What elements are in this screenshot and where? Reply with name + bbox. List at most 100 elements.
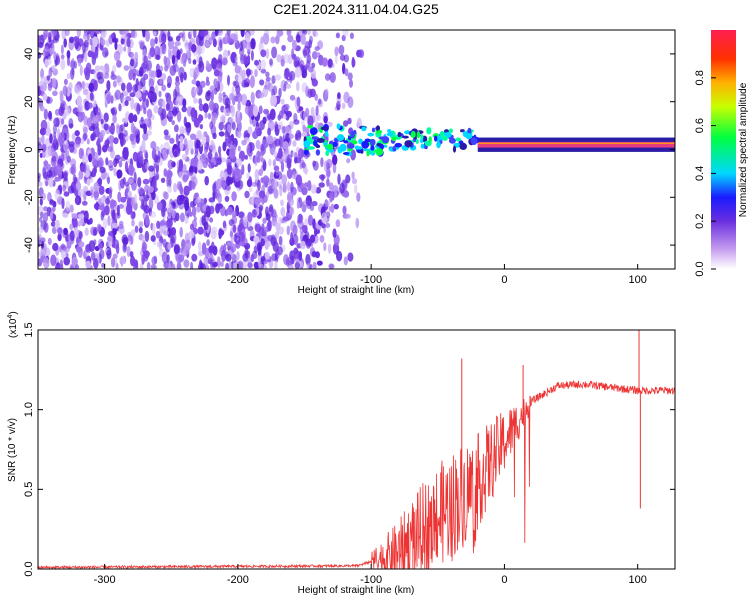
spectrogram-cell [280,98,285,105]
spectrogram-cell [246,144,251,156]
spectrogram-cell [323,160,328,172]
spectrogram-cell [219,39,223,49]
spectrogram-cell [216,178,223,190]
spectrogram-cell [235,235,241,245]
spectrogram-cell [312,160,319,171]
spectrogram-cell [288,133,294,139]
spectrogram-cell [156,201,163,211]
spectrogram-cell [205,60,210,68]
signal-blob [307,125,314,129]
spectrogram-cell [193,67,199,79]
spectrogram-cell [151,70,158,78]
spectrogram-cell [244,190,250,199]
spectrogram-cell [222,220,227,229]
spectrogram-cell [112,222,119,229]
spectrogram-cell [155,230,161,239]
spectrogram-cell [173,182,178,193]
signal-blob [347,148,353,152]
spectrogram-cell [63,227,68,236]
spectrogram-cell [247,256,252,265]
signal-blob [311,136,319,141]
spectrogram-cell [89,186,95,195]
spectrogram-cell [194,138,200,149]
spectrogram-cell [110,257,116,268]
signal-blob [362,148,369,152]
y-tick-label: -40 [23,237,35,253]
spectrogram-cell [47,83,53,92]
spectrogram-cell [318,182,325,188]
spectrogram-cell [205,76,210,83]
spectrogram-cell [332,228,337,238]
spectrogram-cell [287,181,290,192]
spectrogram-cell [267,219,272,232]
y-tick-label: 20 [23,96,35,108]
spectrogram-cell [245,68,251,77]
spectrogram-cell [39,152,43,158]
spectrogram-cell [231,121,236,131]
spectrogram-cell [93,239,97,246]
spectrogram-cell [184,215,189,224]
spectrogram-cell [153,31,157,37]
spectrogram-cell [66,50,71,59]
signal-blob [436,141,441,149]
colorbar-tick-label: 0.4 [694,166,706,181]
spectrogram-cell [144,230,150,242]
spectrogram-cell [203,197,208,205]
spectrogram-cell [109,199,116,209]
spectrogram-cell [166,148,170,155]
spectrogram-cell [124,153,129,161]
spectrogram-cell [278,110,284,119]
spectrogram-cell [334,191,338,199]
spectrogram-cell [318,98,322,105]
spectrogram-cell [73,36,80,42]
spectrogram-cell [130,97,135,110]
spectrogram-cell [279,184,283,197]
spectrogram-cell [78,170,84,180]
spectrogram-cell [142,178,150,185]
spectrogram-cell [292,39,297,50]
spectrogram-cell [67,185,75,194]
spectrogram-cell [283,182,287,193]
signal-blob [348,136,352,141]
spectrogram-cell [116,60,122,68]
spectrogram-cell [260,143,265,152]
spectrogram-cell [199,124,203,130]
signal-blob [375,148,384,156]
spectrogram-cell [69,204,74,213]
x-tick-label: -300 [94,574,116,586]
signal-blob [428,136,432,143]
spectrogram-cell [273,188,279,199]
spectrogram-cell [146,60,152,71]
spectrogram-cell [231,253,237,264]
spectrogram-cell [229,93,235,101]
spectrogram-cell [260,68,267,74]
spectrogram-cell [183,174,188,183]
spectrogram-cell [168,262,172,269]
spectrogram-cell [198,113,202,124]
spectrogram-cell [244,154,248,160]
spectrogram-cell [315,105,319,117]
spectrogram-cell [118,223,124,230]
signal-blob [347,143,355,149]
spectrogram-cell [128,51,134,58]
spectrogram-cell [84,133,88,140]
spectrogram-cell [54,219,60,231]
spectrogram-cell [286,168,293,179]
signal-blob [313,139,318,147]
spectrogram-cell [130,30,136,38]
spectrogram-cell [105,157,109,166]
spectrogram-cell [257,244,262,256]
spectrogram-cell [133,114,138,123]
spectrogram-cell [108,165,114,172]
signal-blob [364,138,371,143]
spectrogram-cell [270,94,277,107]
spectrogram-cell [184,199,190,212]
spectrogram-cell [103,123,109,131]
spectrogram-cell [103,112,109,123]
spectrogram-cell [121,82,126,92]
spectrogram-cell [356,117,363,129]
spectrogram-cell [63,140,69,152]
spectrogram-cell [53,30,58,36]
